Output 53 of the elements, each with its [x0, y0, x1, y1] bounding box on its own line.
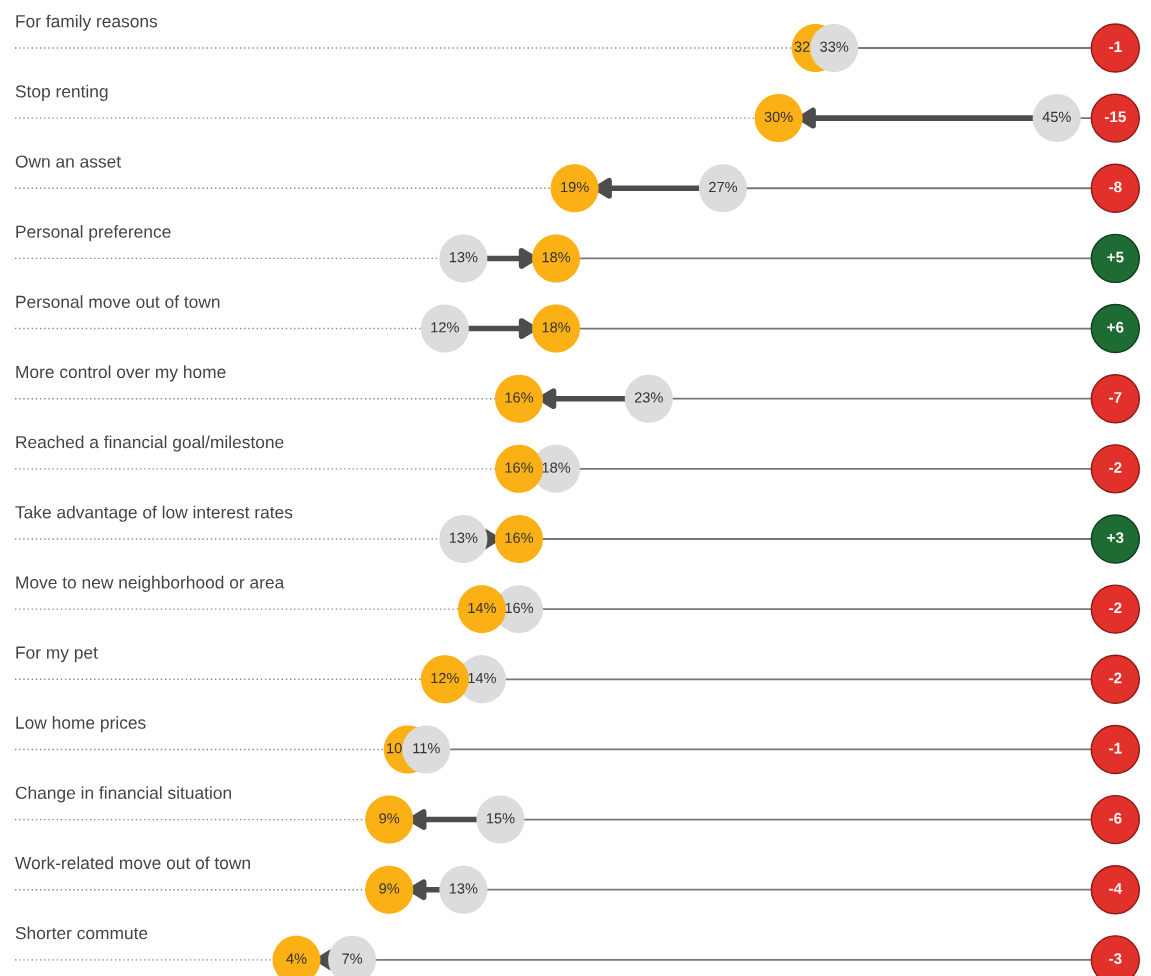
category-label: Own an asset — [15, 155, 121, 168]
data-label: 7% — [342, 953, 363, 964]
category-label: Personal move out of town — [16, 295, 220, 308]
data-label: 19% — [561, 181, 589, 193]
data-label: 13% — [449, 252, 478, 263]
category-label: For family reasons — [16, 14, 158, 31]
data-label: 18% — [542, 322, 571, 333]
data-label: 33% — [820, 41, 849, 52]
category-label: Personal preference — [16, 225, 171, 242]
category-label: Low home prices — [16, 716, 146, 733]
data-label: 13% — [449, 532, 478, 543]
category-label: Stop renting — [15, 84, 108, 101]
data-label: 30% — [764, 111, 793, 123]
data-label: 45% — [1042, 111, 1071, 123]
category-label: Reached a financial goal/milestone — [16, 435, 284, 452]
text: -1 — [1109, 742, 1122, 754]
text: +5 — [1107, 251, 1124, 263]
category-label: Move to new neighborhood or area — [16, 575, 285, 592]
data-label: 13% — [449, 883, 478, 894]
text: -4 — [1109, 883, 1123, 894]
text: -15 — [1104, 111, 1126, 123]
data-label: 10 — [387, 743, 402, 754]
category-label: For my pet — [16, 646, 98, 663]
text: +3 — [1107, 532, 1124, 544]
text: -8 — [1109, 181, 1122, 193]
data-label: 15% — [486, 813, 515, 824]
category-label: Shorter commute — [15, 926, 148, 940]
category-label: Change in financial situation — [15, 786, 231, 803]
data-label: 18% — [542, 252, 571, 263]
data-label: 12% — [431, 672, 459, 684]
data-label: 4% — [286, 953, 307, 964]
category-label: Take advantage of low interest rates — [15, 505, 293, 522]
text: +6 — [1107, 321, 1124, 333]
data-label: 9% — [379, 883, 400, 894]
text: -3 — [1109, 953, 1122, 964]
text: -6 — [1109, 812, 1122, 824]
data-label: 16% — [505, 392, 534, 403]
data-label: 32 — [794, 41, 810, 52]
category-label: More control over my home — [16, 365, 226, 382]
data-label: 16% — [505, 462, 534, 473]
data-label: 14% — [468, 602, 496, 613]
text: -1 — [1109, 41, 1122, 52]
text: -2 — [1109, 602, 1122, 614]
data-label: 11% — [413, 743, 440, 754]
data-label: 16% — [505, 532, 534, 543]
data-label: 23% — [634, 392, 663, 403]
text: -7 — [1109, 392, 1122, 403]
data-label: 27% — [709, 181, 738, 193]
data-label: 9% — [379, 813, 400, 824]
data-label: 12% — [431, 322, 459, 333]
category-label: Work-related move out of town — [15, 856, 250, 870]
text: -2 — [1109, 462, 1122, 473]
text: -2 — [1109, 672, 1122, 684]
